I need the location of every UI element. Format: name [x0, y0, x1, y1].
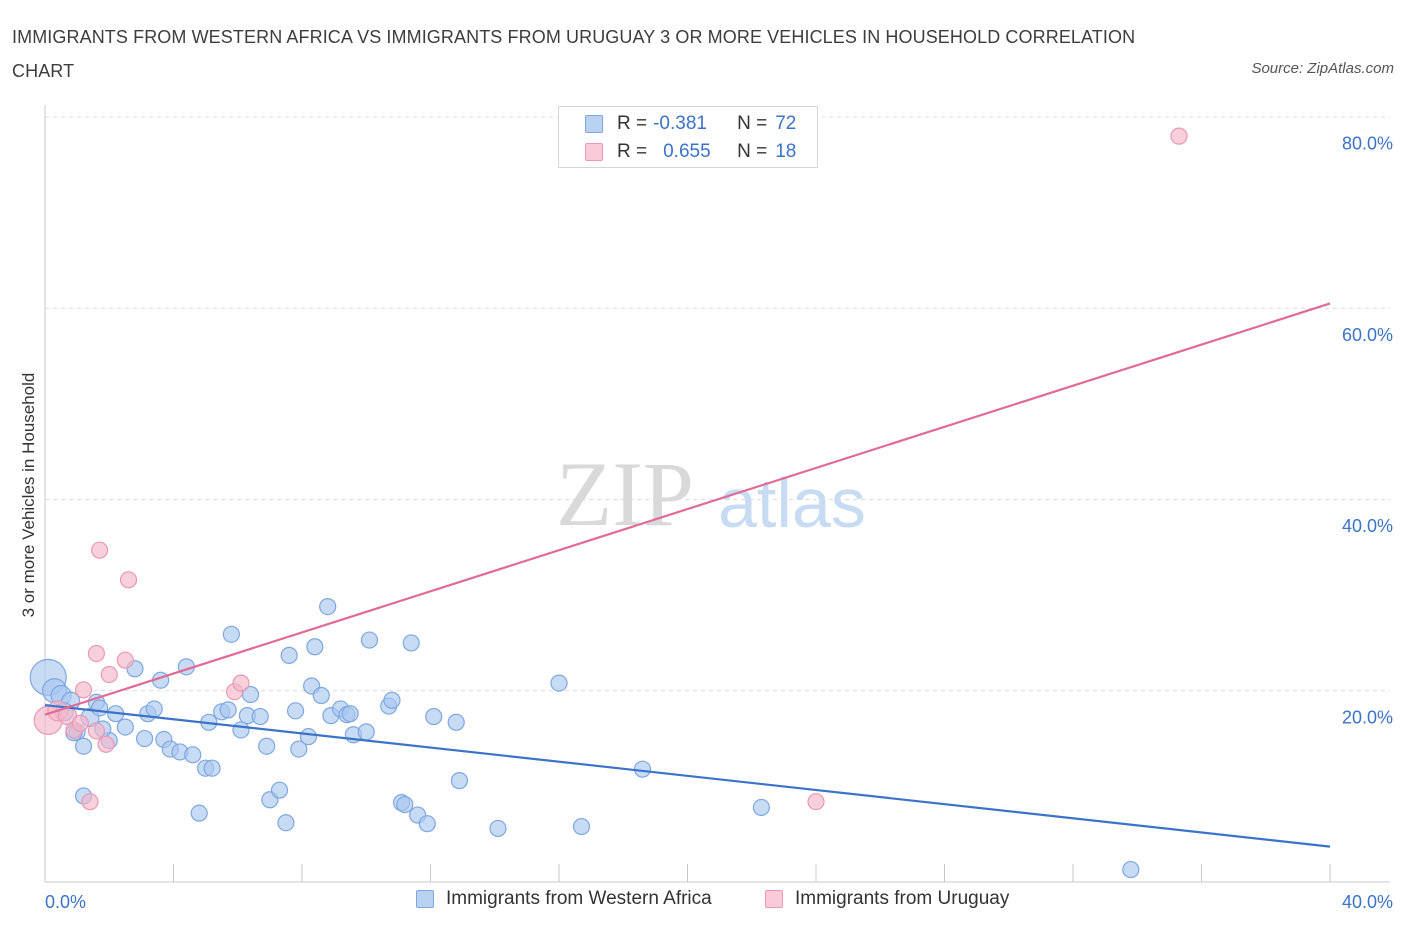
point-western-africa-64	[550, 674, 568, 692]
point-western-africa-65	[572, 817, 591, 836]
point-western-africa-44	[312, 686, 330, 705]
point-western-africa-11	[116, 718, 134, 736]
legend-swatch-blue	[585, 115, 603, 133]
source-label: Source: ZipAtlas.com	[1251, 60, 1394, 77]
point-uruguay-16	[807, 793, 825, 811]
point-western-africa-59	[418, 815, 436, 833]
point-uruguay-7	[87, 722, 106, 740]
point-western-africa-25	[203, 759, 221, 777]
point-western-africa-54	[383, 691, 401, 709]
trend-lines	[44, 302, 1331, 848]
point-uruguay-5	[74, 681, 93, 699]
point-western-africa-38	[280, 646, 298, 664]
watermark-atlas: atlas	[718, 464, 866, 542]
legend-item-uruguay: Immigrants from Uruguay	[765, 888, 1009, 910]
legend-row-uruguay: R = 0.655 N = 18	[585, 138, 796, 166]
legend-r-label-2: R =	[617, 141, 648, 162]
point-uruguay-11	[100, 665, 118, 684]
points-western-africa	[29, 597, 1140, 879]
point-western-africa-67	[752, 798, 770, 817]
correlation-legend: R = -0.381 N = 72 R = 0.655 N = 18	[558, 106, 818, 168]
point-western-africa-57	[402, 634, 420, 652]
point-uruguay-9	[91, 541, 109, 559]
point-western-africa-60	[425, 707, 443, 726]
point-western-africa-36	[270, 781, 289, 799]
point-western-africa-16	[145, 700, 163, 718]
point-western-africa-7	[74, 737, 93, 755]
point-western-africa-49	[341, 705, 359, 723]
grid-lines	[45, 116, 1390, 692]
trend-line-uruguay	[44, 302, 1331, 716]
point-western-africa-51	[357, 723, 375, 741]
legend-n-label-2: N =	[737, 141, 768, 162]
legend-swatch-uruguay	[765, 890, 783, 908]
watermark: ZIP atlas	[556, 443, 866, 545]
legend-n-label-1: N =	[737, 113, 768, 134]
y-axis-label: 3 or more Vehicles in Household	[19, 373, 38, 618]
point-western-africa-28	[219, 701, 237, 719]
point-uruguay-4	[71, 714, 89, 732]
point-western-africa-33	[251, 707, 269, 726]
legend-swatch-pink	[585, 143, 603, 161]
trend-line-western-africa	[44, 704, 1331, 848]
point-uruguay-15	[232, 674, 250, 692]
point-western-africa-66	[633, 760, 652, 778]
point-western-africa-40	[290, 740, 308, 758]
point-western-africa-63	[489, 819, 507, 838]
point-western-africa-62	[450, 772, 469, 790]
point-western-africa-14	[135, 729, 154, 748]
legend-n-value-1: 72	[775, 113, 797, 134]
point-western-africa-61	[447, 713, 465, 731]
ticks: 20.0% 40.0% 60.0% 80.0% 0.0% 40.0%	[45, 134, 1393, 913]
point-western-africa-37	[277, 814, 295, 832]
point-uruguay-8	[87, 644, 106, 663]
point-western-africa-23	[190, 804, 208, 822]
point-uruguay-10	[97, 735, 115, 753]
point-western-africa-9	[91, 699, 109, 717]
point-western-africa-45	[319, 597, 337, 616]
point-uruguay-6	[81, 793, 99, 811]
point-uruguay-13	[119, 571, 138, 589]
y-tick-label-20: 20.0%	[1342, 707, 1393, 727]
legend-swatch-western-africa	[416, 890, 434, 908]
legend-n-value-2: 18	[775, 141, 797, 162]
point-western-africa-43	[306, 638, 324, 656]
point-western-africa-30	[232, 721, 250, 739]
point-uruguay-17	[1170, 127, 1188, 145]
legend-r-value-2: 0.655	[663, 141, 711, 162]
x-tick-label-max: 40.0%	[1342, 892, 1393, 912]
series-legend: Immigrants from Western Africa Immigrant…	[0, 888, 1406, 916]
y-tick-label-60: 60.0%	[1342, 325, 1393, 345]
point-western-africa-34	[258, 737, 276, 755]
axes	[44, 105, 1390, 883]
legend-row-western-africa: R = -0.381 N = 72	[585, 110, 796, 138]
legend-r-value-1: -0.381	[653, 113, 707, 134]
point-western-africa-22	[184, 746, 202, 764]
point-western-africa-29	[222, 625, 240, 643]
legend-item-western-africa: Immigrants from Western Africa	[416, 888, 712, 910]
chart-title: IMMIGRANTS FROM WESTERN AFRICA VS IMMIGR…	[12, 27, 1136, 81]
legend-r-label-1: R =	[617, 113, 648, 134]
point-western-africa-52	[360, 631, 379, 649]
points-uruguay	[33, 127, 1188, 811]
y-tick-label-80: 80.0%	[1342, 134, 1393, 154]
legend-label-uruguay: Immigrants from Uruguay	[795, 888, 1010, 909]
x-tick-label-min: 0.0%	[45, 892, 86, 912]
point-western-africa-68	[1122, 860, 1140, 879]
point-western-africa-39	[286, 702, 305, 720]
point-western-africa-56	[396, 795, 414, 814]
point-western-africa-41	[299, 728, 318, 746]
y-tick-label-40: 40.0%	[1342, 516, 1393, 536]
legend-label-western-africa: Immigrants from Western Africa	[446, 888, 712, 909]
point-uruguay-12	[116, 651, 134, 669]
